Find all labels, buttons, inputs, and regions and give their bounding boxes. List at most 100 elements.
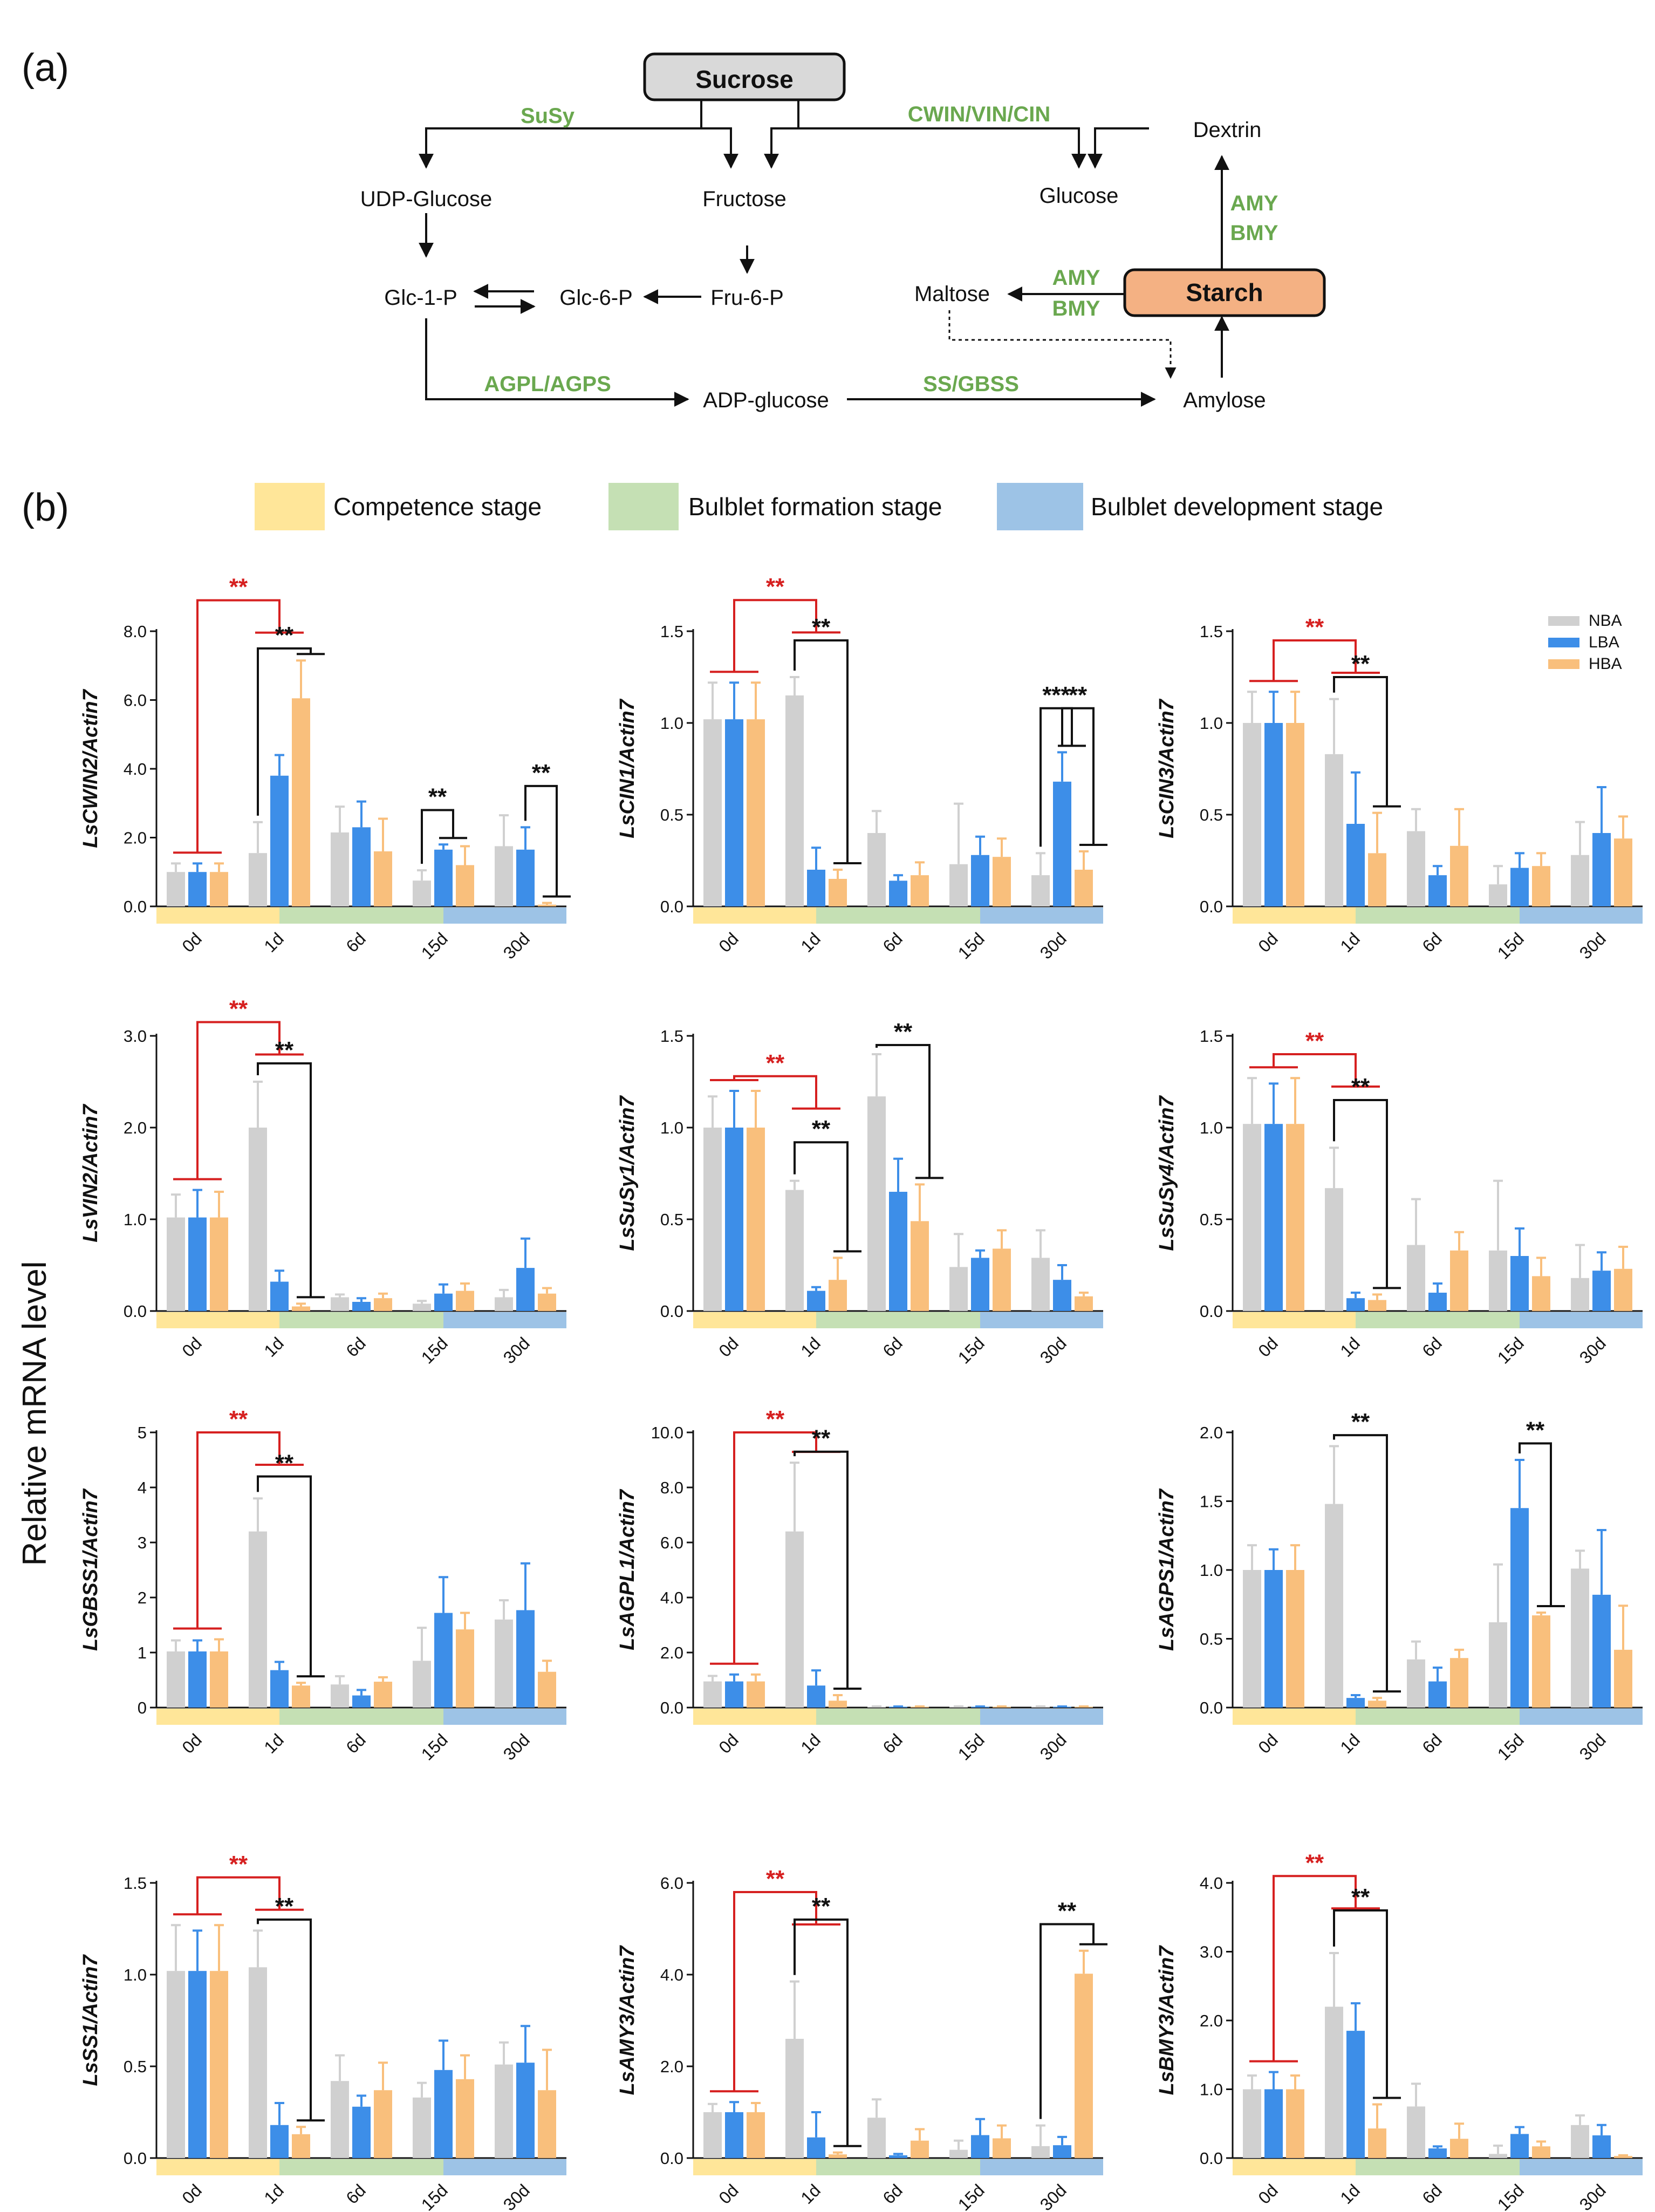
- y-tick-label: 0.5: [1200, 805, 1223, 824]
- y-tick-label: 0.5: [660, 805, 683, 824]
- significance-stars: **: [1305, 614, 1324, 640]
- x-tick-label: 15d: [1494, 1333, 1528, 1367]
- bar-hba-0d: [747, 719, 765, 906]
- significance-stars: **: [229, 574, 248, 600]
- bar-nba-30d: [1571, 1278, 1589, 1311]
- y-axis-title: LsAMY3/Actin7: [616, 1945, 639, 2095]
- significance-bracket: **: [794, 1425, 861, 1690]
- bar-nba-6d: [1407, 1659, 1425, 1708]
- enzyme-cwin: CWIN/VIN/CIN: [908, 103, 1050, 126]
- y-tick-label: 8.0: [660, 1478, 683, 1497]
- stage-strip-formation: [279, 2159, 443, 2175]
- bar-hba-6d: [911, 875, 929, 906]
- x-tick-label: 6d: [879, 929, 906, 956]
- significance-stars: **: [812, 1425, 831, 1452]
- series-legend: NBA LBA HBA: [1548, 612, 1622, 673]
- chart-lsbmy3: 0.0 1.0 2.0 3.0 4.0 LsBMY3/Actin7 0d 1d 6d 15d 30d…: [1155, 1849, 1643, 2212]
- x-tick-label: 30d: [1576, 2180, 1610, 2212]
- chart-lsvin2: 0.0 1.0 2.0 3.0 LsVIN2/Actin7 0d 1d 6d 15d 30d ** *…: [79, 996, 566, 1368]
- x-tick-label: 1d: [260, 2180, 288, 2208]
- stage-strip-development: [980, 907, 1103, 924]
- bar-hba-6d: [911, 2140, 929, 2158]
- x-tick-label: 0d: [715, 1730, 742, 1757]
- y-axis-title: LsSS1/Actin7: [79, 1954, 102, 2086]
- bar-lba-0d: [725, 1128, 743, 1311]
- bar-lba-1d: [1346, 824, 1365, 906]
- bar-nba-1d: [785, 1190, 804, 1311]
- x-tick-label: 1d: [1336, 2180, 1364, 2208]
- bar-hba-15d: [993, 1248, 1011, 1311]
- significance-bracket: **: [794, 1893, 861, 2147]
- chart-lsagps1: 0.0 0.5 1.0 1.5 2.0 LsAGPS1/Actin7 0d 1d 6d 15d 30…: [1155, 1409, 1643, 1764]
- stage-strip-competence: [1233, 2159, 1356, 2175]
- significance-bracket: **: [257, 622, 325, 816]
- x-tick-label: 0d: [1254, 2180, 1282, 2208]
- bar-lba-0d: [188, 1651, 207, 1708]
- bar-hba-30d: [1614, 1268, 1632, 1311]
- bar-hba-1d: [1368, 1300, 1386, 1311]
- significance-stars: **: [275, 1450, 294, 1477]
- bar-lba-0d: [725, 2112, 743, 2158]
- arrow-sucrose-fructose-inv: [764, 100, 799, 169]
- bar-lba-30d: [1053, 1280, 1071, 1311]
- node-sucrose: Sucrose: [695, 65, 794, 93]
- y-tick-label: 3.0: [1200, 1943, 1223, 1962]
- stage-strip-formation: [816, 1709, 980, 1725]
- stage-strip-development: [980, 2159, 1103, 2175]
- significance-stars: **: [812, 614, 831, 640]
- y-tick-label: 1.0: [1200, 1561, 1223, 1580]
- y-tick-label: 10.0: [651, 1423, 683, 1442]
- y-tick-label: 4.0: [124, 760, 147, 779]
- bar-hba-0d: [1286, 1570, 1304, 1708]
- y-tick-label: 6.0: [660, 1874, 683, 1893]
- node-udp-glucose: UDP-Glucose: [360, 187, 493, 211]
- stage-strip-competence: [156, 1709, 279, 1725]
- x-tick-label: 15d: [418, 929, 452, 962]
- significance-stars: **: [1058, 1898, 1077, 1924]
- bar-hba-1d: [829, 879, 847, 906]
- bar-hba-0d: [210, 872, 228, 906]
- stage-strip-formation: [1356, 1312, 1520, 1328]
- bar-lba-1d: [270, 1670, 289, 1708]
- y-axis-title: LsSuSy4/Actin7: [1155, 1095, 1178, 1251]
- series-legend-swatch-lba: [1548, 638, 1579, 647]
- bar-hba-30d: [538, 1671, 556, 1708]
- bar-hba-30d: [1075, 870, 1093, 906]
- arrow-sucrose-glucose: [798, 127, 1086, 169]
- significance-stars: **: [1351, 1409, 1370, 1435]
- arrow-maltose-amylose-dotted: [948, 310, 1177, 379]
- y-tick-label: 0.0: [1200, 1302, 1223, 1321]
- x-tick-label: 0d: [1254, 1333, 1282, 1361]
- bar-hba-15d: [456, 2079, 474, 2158]
- x-tick-label: 30d: [1036, 1730, 1070, 1764]
- stage-strip-competence: [1233, 907, 1356, 924]
- node-fructose: Fructose: [702, 187, 787, 211]
- significance-bracket: **: [794, 1116, 861, 1253]
- bar-hba-30d: [1614, 838, 1632, 906]
- bar-nba-30d: [1031, 1258, 1050, 1311]
- bar-nba-15d: [413, 1661, 431, 1708]
- bar-lba-6d: [889, 2155, 907, 2158]
- y-tick-label: 4: [138, 1478, 147, 1497]
- stage-strip-development: [1520, 2159, 1643, 2175]
- bar-lba-1d: [270, 1281, 289, 1311]
- bar-lba-15d: [1510, 2134, 1529, 2158]
- significance-bracket: **: [173, 574, 304, 854]
- x-tick-label: 0d: [178, 929, 206, 956]
- bar-hba-0d: [1286, 723, 1304, 906]
- x-tick-label: 1d: [797, 1730, 824, 1757]
- y-tick-label: 1.5: [1200, 622, 1223, 641]
- bar-nba-30d: [495, 2064, 513, 2158]
- chart-lsamy3: 0.0 2.0 4.0 6.0 LsAMY3/Actin7 0d 1d 6d 15d 30d ** *…: [616, 1866, 1107, 2212]
- bar-lba-0d: [1264, 1124, 1283, 1311]
- bar-lba-6d: [1428, 2148, 1447, 2158]
- y-tick-label: 0.0: [1200, 897, 1223, 916]
- y-tick-label: 0.5: [660, 1210, 683, 1229]
- enzyme-susy: SuSy: [521, 104, 575, 128]
- bar-hba-6d: [1450, 845, 1468, 906]
- bar-lba-30d: [1053, 2145, 1071, 2158]
- bar-hba-15d: [1532, 866, 1550, 906]
- bar-nba-30d: [495, 1297, 513, 1311]
- significance-bracket: **: [794, 614, 861, 864]
